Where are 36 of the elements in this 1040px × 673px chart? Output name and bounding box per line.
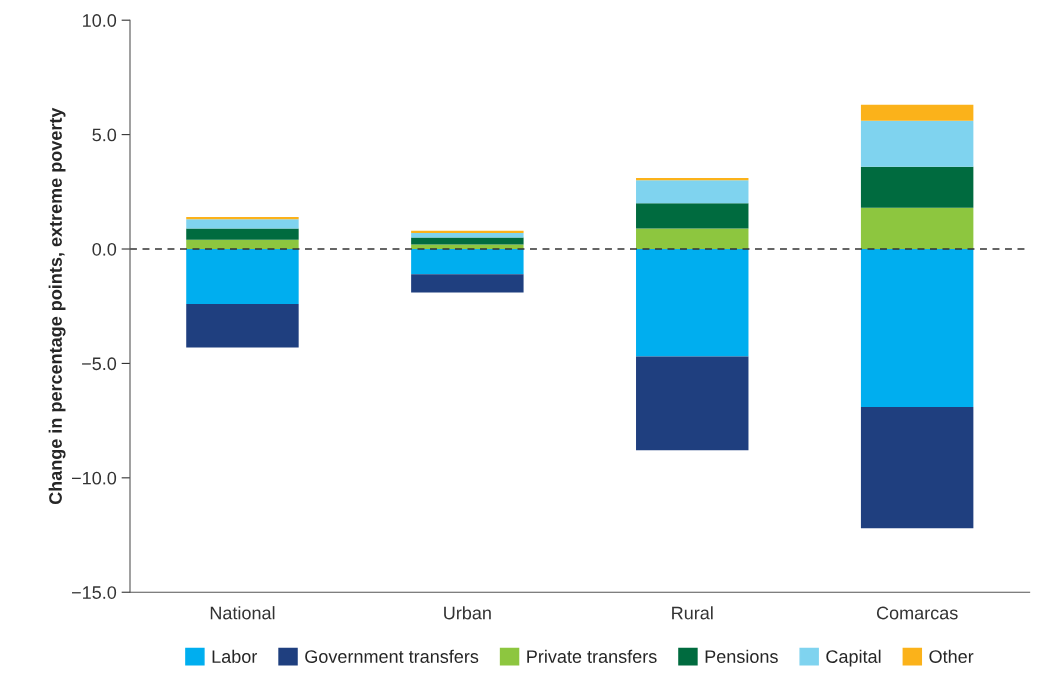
bar	[411, 274, 524, 293]
legend-label: Government transfers	[305, 649, 479, 663]
bar	[636, 249, 749, 357]
x-tick-label: Urban	[444, 606, 491, 620]
y-tick-label: 0.0	[92, 242, 117, 256]
legend-label: Pensions	[705, 649, 778, 663]
legend-label: Capital	[826, 649, 881, 667]
bar	[860, 249, 974, 407]
x-tick-label: Comarcas	[876, 606, 958, 620]
bar	[636, 356, 749, 451]
bar	[411, 232, 524, 238]
y-tick-label: 10.0	[83, 14, 117, 27]
y-tick-label: −10.0	[72, 471, 117, 485]
y-tick-label: −15.0	[72, 586, 117, 599]
bar	[860, 406, 974, 529]
bar	[636, 203, 749, 229]
bar	[860, 104, 974, 121]
legend-label: Other	[929, 649, 974, 663]
y-tick-label: 5.0	[92, 128, 117, 142]
bar	[860, 166, 974, 208]
y-tick-label: −5.0	[82, 357, 117, 371]
bar	[186, 249, 299, 304]
bar	[411, 249, 524, 275]
bar	[860, 207, 974, 250]
y-axis-title: Change in percentage points, extreme poverty	[48, 107, 66, 505]
bar	[636, 228, 749, 250]
bar	[186, 228, 299, 240]
bar	[860, 120, 974, 167]
legend-label: Private transfers	[527, 649, 657, 663]
bar	[186, 303, 299, 348]
bar	[186, 239, 299, 250]
legend-label: Labor	[212, 649, 258, 663]
x-tick-label: National	[210, 606, 275, 620]
bar	[636, 180, 749, 204]
bar	[186, 219, 299, 229]
x-tick-label: Rural	[672, 606, 713, 620]
